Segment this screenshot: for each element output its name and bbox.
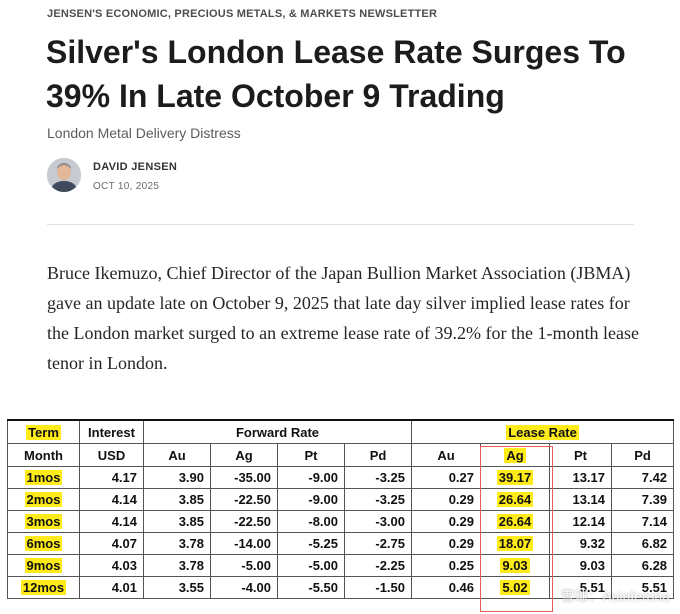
col-lease-pd: Pd bbox=[611, 443, 675, 467]
table-cell: 9.32 bbox=[549, 532, 613, 555]
table-cell: 3.55 bbox=[143, 576, 211, 599]
term-cell: 12mos bbox=[7, 576, 80, 599]
table-cell: 3.78 bbox=[143, 554, 211, 577]
table-cell: 9.03 bbox=[549, 554, 613, 577]
table-row: 9mos 4.03 3.78 -5.00 -5.00 -2.25 0.25 9.… bbox=[7, 554, 675, 577]
table-cell: 0.29 bbox=[411, 510, 482, 533]
table-cell: -4.00 bbox=[210, 576, 278, 599]
table-cell: 12.14 bbox=[549, 510, 613, 533]
col-month: Month bbox=[7, 443, 80, 467]
col-fwd-pt: Pt bbox=[277, 443, 345, 467]
table-cell: 13.17 bbox=[549, 466, 613, 489]
col-fwd-au: Au bbox=[143, 443, 211, 467]
table-cell: 7.14 bbox=[611, 510, 675, 533]
table-cell: 0.46 bbox=[411, 576, 482, 599]
table-cell: 3.85 bbox=[143, 510, 211, 533]
ag-lease-cell: 26.64 bbox=[480, 488, 551, 511]
divider bbox=[47, 224, 634, 225]
table-cell: -3.00 bbox=[343, 510, 413, 533]
table-cell: 6.28 bbox=[611, 554, 675, 577]
lease-rate-header: Lease Rate bbox=[411, 419, 675, 444]
table-cell: 4.01 bbox=[79, 576, 144, 599]
col-fwd-ag: Ag bbox=[210, 443, 278, 467]
table-cell: -5.25 bbox=[277, 532, 345, 555]
term-cell: 9mos bbox=[7, 554, 80, 577]
table-row: 12mos 4.01 3.55 -4.00 -5.50 -1.50 0.46 5… bbox=[7, 576, 675, 599]
table-cell: -9.00 bbox=[277, 488, 345, 511]
table-cell: 7.42 bbox=[611, 466, 675, 489]
table-cell: -5.50 bbox=[277, 576, 345, 599]
lease-rate-table: Term Interest Forward Rate Lease Rate Mo… bbox=[7, 419, 675, 599]
table-cell: -22.50 bbox=[210, 488, 278, 511]
author-photo-icon bbox=[47, 158, 81, 192]
table-cell: 4.14 bbox=[79, 488, 144, 511]
table-cell: 5.51 bbox=[611, 576, 675, 599]
table-cell: 4.03 bbox=[79, 554, 144, 577]
article-paragraph: Bruce Ikemuzo, Chief Director of the Jap… bbox=[47, 263, 639, 373]
author-avatar[interactable] bbox=[47, 158, 81, 192]
table-cell: 0.29 bbox=[411, 532, 482, 555]
table-cell: 3.85 bbox=[143, 488, 211, 511]
publish-date: OCT 10, 2025 bbox=[93, 181, 160, 192]
term-header: Term bbox=[7, 419, 80, 444]
table-cell: -5.00 bbox=[277, 554, 345, 577]
term-cell: 6mos bbox=[7, 532, 80, 555]
table-cell: -2.75 bbox=[343, 532, 413, 555]
ag-lease-cell: 9.03 bbox=[480, 554, 551, 577]
table-cell: 3.78 bbox=[143, 532, 211, 555]
table-row: 2mos 4.14 3.85 -22.50 -9.00 -3.25 0.29 2… bbox=[7, 488, 675, 511]
table-cell: 13.14 bbox=[549, 488, 613, 511]
table-cell: -22.50 bbox=[210, 510, 278, 533]
table-cell: -3.25 bbox=[343, 488, 413, 511]
article-title: Silver's London Lease Rate Surges To 39%… bbox=[46, 34, 626, 114]
table-sub-header: Month USD Au Ag Pt Pd Au Ag Pt Pd bbox=[7, 443, 675, 467]
table-cell: 6.82 bbox=[611, 532, 675, 555]
table-row: 3mos 4.14 3.85 -22.50 -8.00 -3.00 0.29 2… bbox=[7, 510, 675, 533]
table-cell: 0.29 bbox=[411, 488, 482, 511]
table-cell: 4.17 bbox=[79, 466, 144, 489]
table-cell: -8.00 bbox=[277, 510, 345, 533]
table-cell: -1.50 bbox=[343, 576, 413, 599]
table-cell: 3.90 bbox=[143, 466, 211, 489]
col-fwd-pd: Pd bbox=[343, 443, 413, 467]
article-subtitle: London Metal Delivery Distress bbox=[47, 125, 241, 141]
ag-lease-cell: 18.07 bbox=[480, 532, 551, 555]
ag-lease-cell: 5.02 bbox=[480, 576, 551, 599]
term-cell: 1mos bbox=[7, 466, 80, 489]
col-lease-au: Au bbox=[411, 443, 482, 467]
author-name[interactable]: DAVID JENSEN bbox=[93, 161, 178, 173]
col-lease-pt: Pt bbox=[549, 443, 613, 467]
col-usd: USD bbox=[79, 443, 144, 467]
table-cell: -35.00 bbox=[210, 466, 278, 489]
ag-lease-cell: 26.64 bbox=[480, 510, 551, 533]
newsletter-name[interactable]: JENSEN'S ECONOMIC, PRECIOUS METALS, & MA… bbox=[47, 8, 438, 20]
col-lease-ag: Ag bbox=[480, 443, 551, 467]
table-cell: 4.14 bbox=[79, 510, 144, 533]
table-cell: -9.00 bbox=[277, 466, 345, 489]
ag-lease-cell: 39.17 bbox=[480, 466, 551, 489]
table-cell: -5.00 bbox=[210, 554, 278, 577]
forward-rate-header: Forward Rate bbox=[142, 419, 413, 444]
table-cell: 0.27 bbox=[411, 466, 482, 489]
interest-header: Interest bbox=[79, 419, 144, 444]
watermark: 雪球：Auinferona bbox=[560, 588, 670, 604]
table-cell: 0.25 bbox=[411, 554, 482, 577]
table-cell: -2.25 bbox=[343, 554, 413, 577]
table-row: 6mos 4.07 3.78 -14.00 -5.25 -2.75 0.29 1… bbox=[7, 532, 675, 555]
table-group-header: Term Interest Forward Rate Lease Rate bbox=[7, 419, 675, 444]
table-cell: -3.25 bbox=[343, 466, 413, 489]
term-cell: 3mos bbox=[7, 510, 80, 533]
table-cell: 7.39 bbox=[611, 488, 675, 511]
term-cell: 2mos bbox=[7, 488, 80, 511]
table-cell: -14.00 bbox=[210, 532, 278, 555]
table-row: 1mos 4.17 3.90 -35.00 -9.00 -3.25 0.27 3… bbox=[7, 466, 675, 489]
table-cell: 4.07 bbox=[79, 532, 144, 555]
